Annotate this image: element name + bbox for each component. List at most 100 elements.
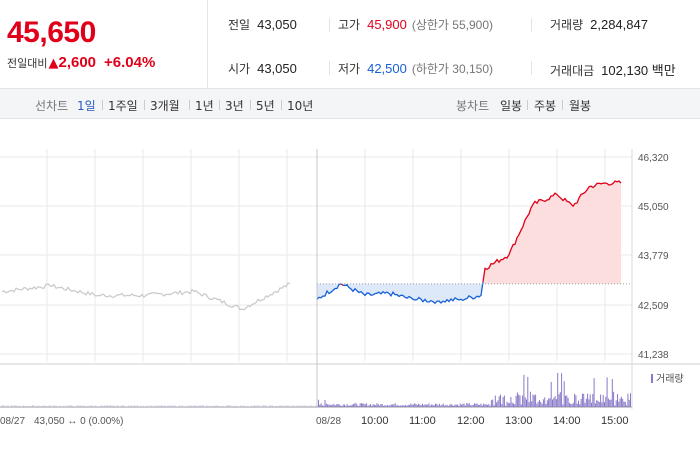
- volume-bar: [201, 405, 203, 407]
- volume-bar: [351, 404, 353, 407]
- volume-bar: [275, 406, 276, 407]
- volume-bar: [287, 405, 288, 407]
- period-10y-button[interactable]: 10년: [287, 99, 314, 113]
- stat-label: 고가: [338, 18, 361, 32]
- prev-day-label: 08/27: [0, 416, 25, 427]
- volume-bar: [119, 406, 120, 407]
- current-price: 45,650: [7, 16, 96, 49]
- volume-bar: [589, 394, 591, 407]
- volume-bar: [399, 405, 401, 407]
- volume-bar: [30, 405, 32, 407]
- volume-bar: [141, 406, 143, 407]
- volume-bar: [225, 405, 227, 407]
- volume-bar: [446, 405, 448, 407]
- volume-bar: [182, 405, 183, 407]
- volume-bar: [48, 405, 50, 407]
- volume-bar: [513, 403, 514, 407]
- candle-weekly-button[interactable]: 주봉: [534, 99, 557, 113]
- volume-bar: [571, 404, 573, 407]
- volume-bar: [393, 404, 395, 407]
- volume-bar: [474, 403, 475, 407]
- volume-bar: [146, 406, 147, 407]
- volume-bar: [144, 406, 146, 407]
- period-1d-button[interactable]: 1일: [77, 99, 96, 113]
- time-label: 13:00: [505, 415, 533, 427]
- volume-bar: [544, 397, 546, 407]
- period-1y-button[interactable]: 1년: [195, 99, 214, 113]
- volume-bar: [216, 405, 218, 407]
- volume-bar: [451, 405, 453, 407]
- change-amount: 2,600: [58, 54, 97, 71]
- gain-line: [482, 180, 622, 282]
- volume-bar: [306, 405, 308, 407]
- volume-bar: [71, 405, 72, 407]
- volume-bar: [487, 405, 488, 407]
- divider: [281, 100, 282, 110]
- volume-bar: [299, 406, 300, 407]
- volume-bar: [331, 405, 332, 407]
- volume-bar: [483, 403, 485, 407]
- volume-bar: [615, 400, 617, 407]
- volume-bar: [26, 406, 27, 407]
- volume-bar: [558, 394, 560, 407]
- volume-bar: [291, 405, 293, 407]
- volume-bar: [173, 405, 174, 407]
- volume-bar: [105, 405, 107, 407]
- volume-bar: [394, 403, 396, 407]
- candle-monthly-button[interactable]: 월봉: [569, 99, 592, 113]
- volume-bar: [189, 405, 191, 407]
- volume-bar: [272, 405, 273, 407]
- volume-bar: [448, 406, 449, 407]
- candle-chart-label: 봉차트: [456, 99, 490, 113]
- volume-bar: [92, 405, 93, 407]
- volume-bar: [333, 404, 335, 407]
- volume-bar: [264, 405, 266, 407]
- volume-bar: [323, 405, 325, 407]
- volume-bar: [553, 398, 555, 407]
- volume-bar: [628, 399, 630, 407]
- volume-bar: [464, 405, 466, 407]
- volume-bar: [572, 402, 574, 407]
- volume-bar: [583, 393, 585, 407]
- volume-bar: [203, 405, 204, 407]
- volume-bar: [581, 393, 583, 407]
- period-3m-button[interactable]: 3개월: [150, 99, 180, 113]
- volume-bar: [546, 400, 548, 407]
- volume-bar: [403, 405, 405, 407]
- volume-bar: [168, 405, 170, 407]
- volume-bar: [27, 406, 29, 407]
- volume-bar: [535, 394, 537, 407]
- grid: [0, 149, 700, 409]
- candle-daily-button[interactable]: 일봉: [500, 99, 523, 113]
- volume-bar: [468, 403, 470, 407]
- volume-bar: [461, 404, 462, 407]
- volume-bar: [466, 403, 468, 407]
- period-5y-button[interactable]: 5년: [256, 99, 275, 113]
- volume-bar: [459, 403, 461, 407]
- volume-bar: [467, 403, 469, 407]
- volume-bar: [261, 405, 263, 407]
- volume-bar: [381, 403, 383, 407]
- period-1w-button[interactable]: 1주일: [108, 99, 138, 113]
- volume-bar: [98, 406, 99, 407]
- volume-bar: [561, 373, 563, 407]
- volume-bar: [242, 406, 243, 407]
- volume-bar: [23, 405, 24, 407]
- volume-bar: [174, 405, 176, 407]
- volume-bar: [406, 405, 408, 407]
- volume-bar: [278, 406, 279, 407]
- period-3y-button[interactable]: 3년: [225, 99, 244, 113]
- volume-bar: [185, 406, 186, 407]
- volume-bar: [500, 394, 501, 407]
- volume-bar: [438, 403, 440, 407]
- day-label: 08/28: [316, 416, 341, 427]
- divider: [329, 61, 330, 75]
- volume-bar: [618, 401, 620, 407]
- volume-bar: [50, 405, 51, 407]
- volume-bar: [580, 398, 582, 407]
- volume-bar: [281, 405, 282, 407]
- volume-bar: [567, 397, 569, 407]
- volume-bar: [416, 404, 418, 407]
- volume-bar: [8, 405, 9, 407]
- volume-bar: [128, 405, 129, 407]
